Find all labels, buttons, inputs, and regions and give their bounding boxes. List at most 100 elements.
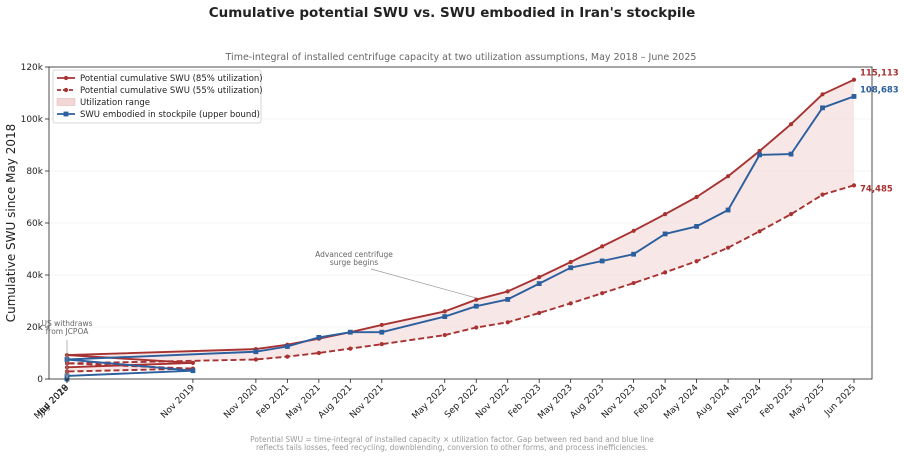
x-tick-label: Nov 2021 <box>348 383 386 421</box>
legend-label-low: Potential cumulative SWU (55% utilizatio… <box>80 86 263 96</box>
data-point-high <box>631 228 636 233</box>
data-point-low <box>568 301 573 306</box>
data-point-low <box>442 332 447 338</box>
data-point-low <box>663 270 668 275</box>
data-point-high <box>820 92 825 97</box>
x-tick-label: Nov 2020 <box>222 383 260 421</box>
legend-label-band: Utilization range <box>80 98 150 108</box>
x-tick-label: Nov 2022 <box>474 383 512 421</box>
data-point-stockpile <box>568 265 574 271</box>
x-tick-label: May 2023 <box>536 383 574 421</box>
y-tick-label: 40k <box>26 271 43 281</box>
end-label-high: 115,113 <box>860 69 899 79</box>
data-point-low <box>474 325 479 330</box>
data-point-stockpile <box>284 344 290 349</box>
footnote-line: reflects tails losses, feed recycling, d… <box>256 443 648 452</box>
data-point-low <box>600 291 605 296</box>
data-point-high <box>568 259 573 265</box>
data-point-low <box>820 192 825 197</box>
data-point-stockpile <box>851 94 857 99</box>
data-point-stockpile <box>347 329 353 335</box>
legend-label-high: Potential cumulative SWU (85% utilizatio… <box>80 74 263 84</box>
x-tick-label: Jun 2025 <box>822 383 858 419</box>
data-point-stockpile <box>379 329 385 335</box>
x-tick-label: Nov 2019 <box>159 383 197 421</box>
data-point-high <box>757 148 762 154</box>
data-point-high <box>663 212 668 217</box>
data-point-high <box>694 194 699 200</box>
data-point-high <box>474 297 479 302</box>
legend-marker-low <box>63 87 69 93</box>
data-point-high <box>537 274 542 280</box>
chart-title: Cumulative potential SWU vs. SWU embodie… <box>209 5 696 21</box>
data-point-stockpile <box>788 151 794 157</box>
x-tick-label: Jun 2020 <box>35 383 71 419</box>
data-point-high <box>788 122 794 127</box>
data-point-stockpile <box>725 207 731 213</box>
data-point-high <box>600 244 605 249</box>
data-point-low <box>316 350 321 356</box>
data-point-high <box>505 289 510 294</box>
x-tick-label: May 2025 <box>788 383 826 421</box>
data-point-stockpile <box>505 297 511 302</box>
legend-swatch-band <box>56 98 76 106</box>
data-point-stockpile <box>599 258 605 264</box>
data-point-high <box>851 77 857 82</box>
annotation-arrow-surge <box>370 268 476 299</box>
data-point-stockpile <box>442 314 448 319</box>
data-point-stockpile <box>694 223 699 229</box>
chart-subtitle: Time-integral of installed centrifuge ca… <box>225 52 697 63</box>
y-axis: 0 20k 40k 60k 80k 100k 120k <box>21 63 49 385</box>
data-point-stockpile <box>316 335 322 340</box>
data-point-stockpile <box>473 303 479 309</box>
data-point-low <box>285 354 290 359</box>
footnote-line: Potential SWU = time-integral of install… <box>250 435 654 444</box>
data-point-low <box>537 310 542 316</box>
legend-marker-stockpile <box>63 111 69 117</box>
y-tick-label: 120k <box>21 63 44 73</box>
data-point-high <box>379 322 384 328</box>
data-point-stockpile <box>662 231 668 237</box>
utilization-band <box>67 79 854 379</box>
data-point-stockpile <box>757 152 762 158</box>
data-point-high <box>725 174 731 179</box>
legend-box <box>52 69 262 124</box>
end-label-stockpile: 108,683 <box>860 85 899 95</box>
utilization-band-area <box>67 79 854 379</box>
data-point-high <box>442 309 447 314</box>
annotation-text-jcpoa: US withdraws <box>41 319 92 328</box>
end-labels: 115,113 108,683 74,485 <box>860 69 899 195</box>
data-point-stockpile <box>820 105 825 111</box>
y-tick-label: 20k <box>26 323 43 333</box>
y-tick-label: 100k <box>21 115 44 125</box>
annotation-arrowhead-jcpoa <box>64 372 70 379</box>
end-label-low: 74,485 <box>860 184 893 194</box>
data-point-low <box>348 346 353 351</box>
annotation-text-jcpoa: from JCPOA <box>46 327 90 336</box>
y-tick-label: 0 <box>37 375 43 385</box>
data-point-low <box>788 212 794 217</box>
data-point-stockpile <box>536 281 542 286</box>
data-point-high <box>190 360 196 365</box>
y-tick-label: 80k <box>26 167 43 177</box>
data-point-stockpile <box>631 251 637 257</box>
data-point-low <box>505 320 510 325</box>
legend-marker-high <box>63 75 69 81</box>
data-point-low <box>631 280 636 286</box>
legend-label-stockpile: SWU embodied in stockpile (upper bound) <box>80 110 260 120</box>
data-point-low <box>694 259 699 264</box>
annotation-text-surge: surge begins <box>330 258 378 267</box>
data-point-low <box>253 357 258 362</box>
legend: Potential cumulative SWU (85% utilizatio… <box>52 69 263 124</box>
x-tick-label: May 2021 <box>285 383 323 421</box>
x-tick-label: Nov 2023 <box>600 383 638 421</box>
x-tick-label: Nov 2024 <box>726 383 764 421</box>
x-tick-label: May 2022 <box>410 383 448 421</box>
data-point-low <box>725 245 731 250</box>
data-point-low <box>379 342 384 347</box>
y-axis-label: Cumulative SWU since May 2018 <box>4 124 18 323</box>
data-point-stockpile <box>190 368 196 374</box>
